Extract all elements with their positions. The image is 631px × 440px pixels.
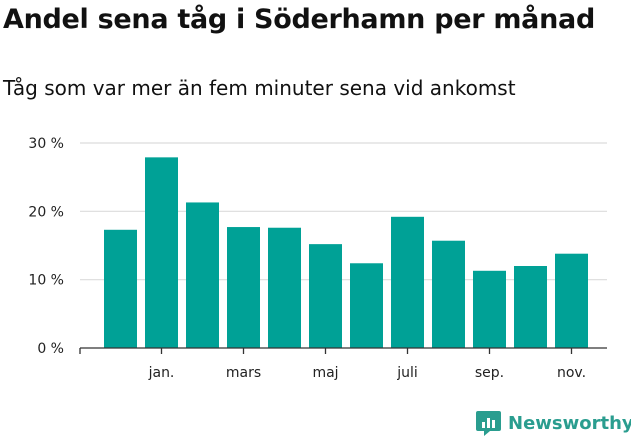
bar-juli [391,216,424,348]
x-tick-label: sep. [475,365,504,381]
x-tick-label: nov. [557,365,586,381]
bar-jan [145,157,178,348]
newsworthy-brand: Newsworthy [476,406,631,440]
bar-aug [432,240,465,348]
bar-maj [309,244,342,348]
axes [79,347,607,354]
newsworthy-logo-icon [476,411,501,436]
x-tick-label: jan. [148,365,175,381]
bar-feb [186,202,219,348]
bar-nov [555,253,588,348]
y-tick-label: 10 % [28,273,64,289]
y-tick-label: 30 % [28,136,64,152]
x-tick-labels: jan. mars maj juli sep. nov. [148,365,586,381]
bar-mars [227,227,260,348]
y-tick-label: 20 % [28,204,64,220]
bar-apr [268,227,301,348]
y-tick-label: 0 % [37,341,64,357]
x-tick-label: juli [396,365,418,381]
bars [104,157,588,348]
x-tick-label: maj [312,365,338,381]
bar-okt [514,266,547,348]
brand-name: Newsworthy [508,412,631,434]
y-tick-labels: 0 % 10 % 20 % 30 % [28,136,64,357]
chart-title: Andel sena tåg i Söderhamn per månad [3,4,595,35]
bar-sep [473,270,506,348]
bar-juni [350,263,383,348]
x-tick-label: mars [226,365,261,381]
bar-dec [104,229,137,348]
chart-subtitle: Tåg som var mer än fem minuter sena vid … [3,76,516,100]
